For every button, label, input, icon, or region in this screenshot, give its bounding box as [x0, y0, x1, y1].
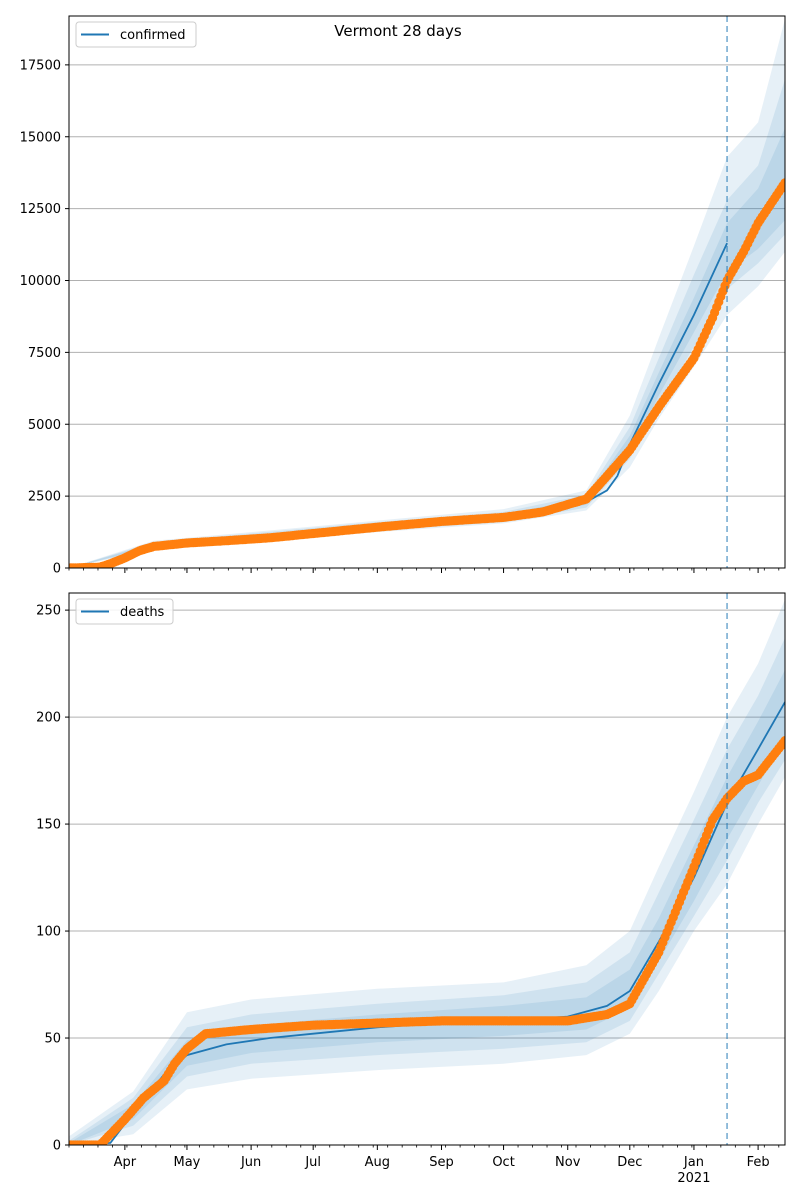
y-tick-label: 200: [36, 711, 61, 726]
observed-point: [780, 178, 785, 188]
x-tick-label: Jul: [304, 1155, 321, 1170]
plot-area: [69, 18, 785, 568]
x-tick-label: Jan: [683, 1155, 704, 1170]
x-tick-label: Sep: [429, 1155, 454, 1170]
x-tick-label: Dec: [617, 1155, 642, 1170]
deaths-panel: 0 50 100 150 200 250 Apr May Jun Jul Aug Sep Oct Nov D…: [36, 592, 786, 1186]
legend-box: [75, 21, 197, 48]
legend-label: confirmed: [120, 28, 186, 43]
y-tick-label: 7500: [28, 346, 61, 361]
x-year-label: 2021: [677, 1171, 710, 1186]
uncertainty-band-1: [69, 599, 785, 1145]
y-tick-label: 12500: [20, 202, 61, 217]
y-tick-label: 15000: [20, 130, 61, 145]
legend: deaths: [75, 598, 174, 625]
x-tick-label: Oct: [492, 1155, 514, 1170]
axes-frame: [68, 592, 786, 1146]
confirmed-panel: 0 2500 5000 7500 10000 12500 15000 17500 confirm…: [20, 15, 786, 577]
y-tick-label: 2500: [28, 490, 61, 505]
legend-label: deaths: [120, 605, 165, 620]
y-tick-label: 250: [36, 604, 61, 619]
x-tick-label: Aug: [365, 1155, 390, 1170]
y-tick-label: 5000: [28, 418, 61, 433]
y-tick-label: 150: [36, 818, 61, 833]
y-tick-label: 0: [53, 562, 61, 577]
legend: confirmed: [75, 21, 197, 48]
y-tick-label: 0: [53, 1139, 61, 1154]
x-tick-label: May: [174, 1155, 201, 1170]
x-tick-label: Nov: [555, 1155, 581, 1170]
y-tick-label: 100: [36, 925, 61, 940]
observed-point: [780, 736, 785, 746]
x-tick-label: Jun: [240, 1155, 261, 1170]
legend-box: [75, 598, 174, 625]
axes-frame: [68, 15, 786, 569]
y-tick-label: 17500: [20, 58, 61, 73]
figure-title: Vermont 28 days: [334, 22, 462, 40]
x-tick-label: Apr: [114, 1155, 137, 1170]
x-tick-label: Feb: [747, 1155, 770, 1170]
y-tick-label: 10000: [20, 274, 61, 289]
plot-area: [69, 599, 785, 1145]
y-tick-label: 50: [44, 1032, 61, 1047]
